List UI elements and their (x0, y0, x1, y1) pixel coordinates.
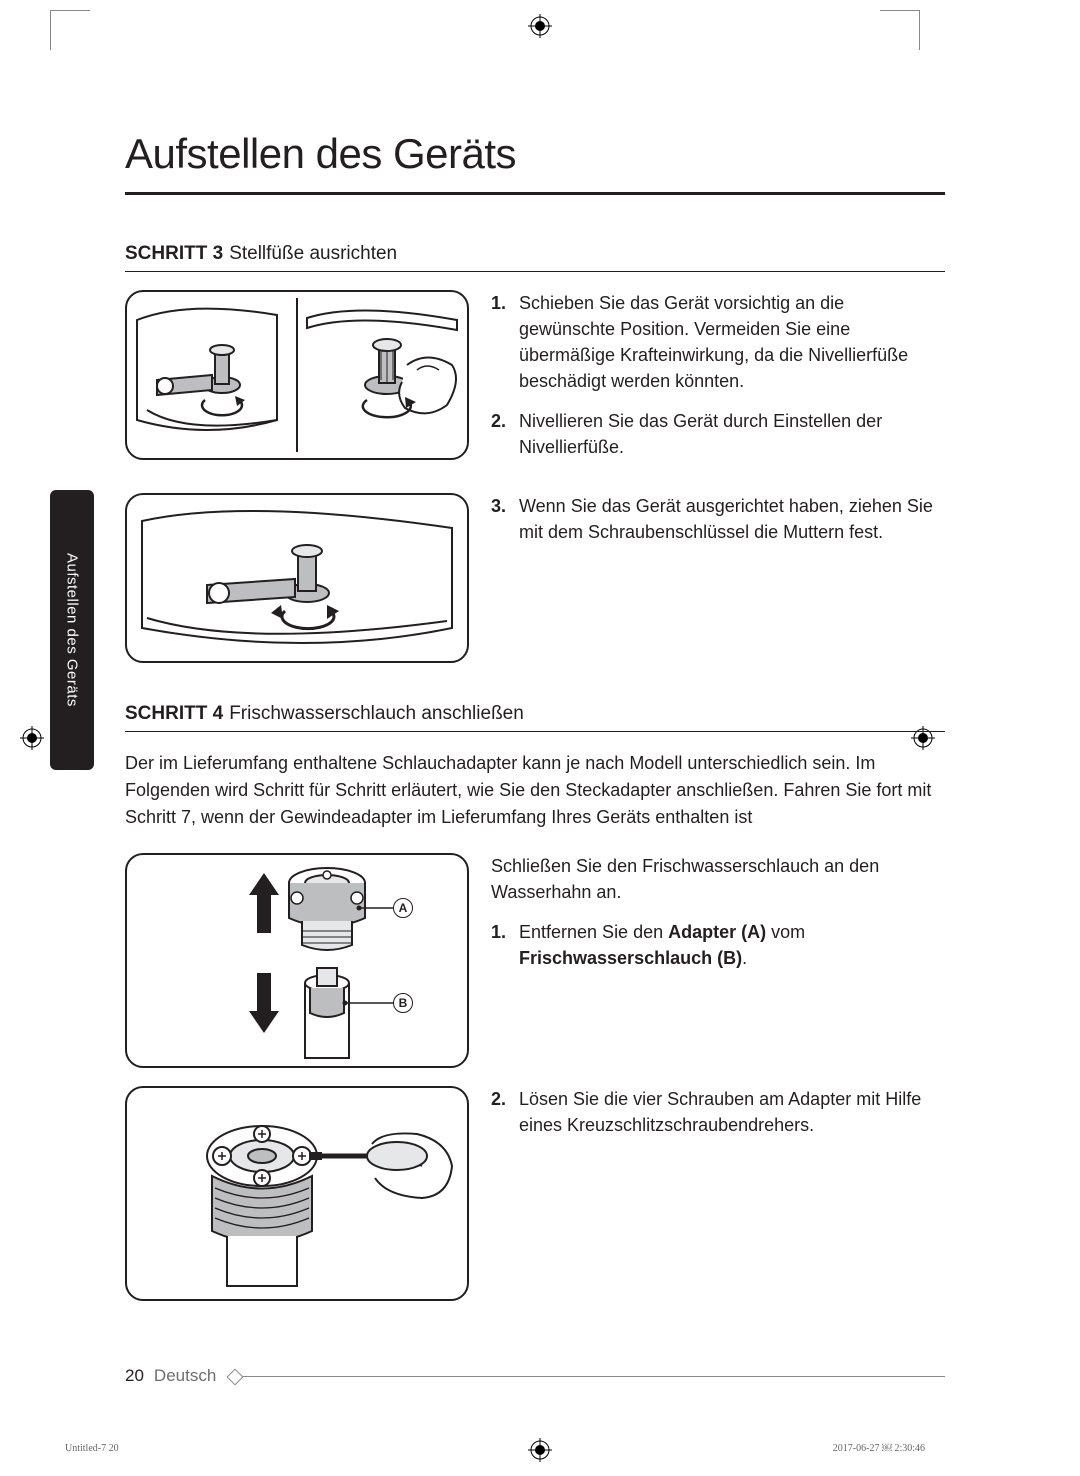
step3-title: Stellfüße ausrichten (229, 243, 397, 264)
step4-intro: Der im Lieferumfang enthaltene Schlaucha… (125, 750, 945, 831)
step3-list: Schieben Sie das Gerät vorsichtig an die… (491, 290, 945, 461)
step3-list-2: Wenn Sie das Gerät ausgerichtet haben, z… (491, 493, 945, 545)
step4-figure-1 (125, 853, 469, 1068)
step4-figure-2 (125, 1086, 469, 1301)
page-language: Deutsch (154, 1366, 216, 1386)
step4-item-1: Entfernen Sie den Adapter (A) vom Frisch… (491, 919, 945, 971)
step3-label: SCHRITT 3 (125, 243, 223, 264)
slug-left: Untitled-7 20 (65, 1443, 119, 1454)
step3-item-3: Wenn Sie das Gerät ausgerichtet haben, z… (491, 493, 945, 545)
step3-item-2: Nivellieren Sie das Gerät durch Einstell… (491, 408, 945, 460)
crop-mark-tr (880, 10, 920, 50)
page-number: 20 (125, 1366, 144, 1386)
page-title: Aufstellen des Geräts (125, 130, 945, 195)
section-tab: Aufstellen des Geräts (50, 490, 94, 770)
crop-mark-tl (50, 10, 90, 50)
page-footer: 20 Deutsch (125, 1366, 945, 1386)
registration-mark-bottom (528, 1438, 552, 1462)
step3-heading: SCHRITT 3 Stellfüße ausrichten (125, 243, 945, 272)
slug-right: 2017-06-27 ￼ 2:30:46 (833, 1443, 925, 1454)
step4-item-2: Lösen Sie die vier Schrauben am Adapter … (491, 1086, 945, 1138)
step4-list-2: Lösen Sie die vier Schrauben am Adapter … (491, 1086, 945, 1138)
section-tab-label: Aufstellen des Geräts (64, 553, 81, 707)
step4-heading: SCHRITT 4 Frischwasserschlauch anschließe… (125, 703, 945, 732)
step3-figure-2 (125, 493, 469, 663)
step4-title: Frischwasserschlauch anschließen (229, 703, 524, 724)
step3-item-1: Schieben Sie das Gerät vorsichtig an die… (491, 290, 945, 394)
step4-lead: Schließen Sie den Frischwasserschlauch a… (491, 853, 945, 905)
step3-figure-1 (125, 290, 469, 460)
footer-rule (232, 1376, 945, 1377)
step4-list-1: Entfernen Sie den Adapter (A) vom Frisch… (491, 919, 945, 971)
page-content: Aufstellen des Geräts SCHRITT 3 Stellfüße… (125, 130, 945, 1319)
callout-a: A (393, 898, 413, 918)
registration-mark-left (20, 726, 44, 750)
registration-mark-top (528, 14, 552, 38)
callout-b: B (393, 993, 413, 1013)
step4-label: SCHRITT 4 (125, 703, 223, 724)
